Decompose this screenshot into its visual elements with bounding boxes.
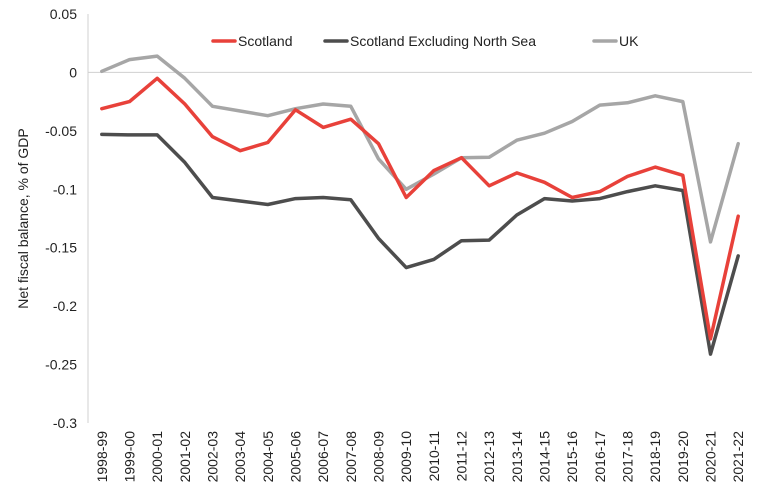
x-tick-label: 2008-09 <box>371 431 387 483</box>
x-tick-label: 2021-22 <box>730 431 746 483</box>
legend-label: UK <box>619 33 639 49</box>
x-tick-label: 1998-99 <box>94 431 110 483</box>
x-tick-label: 2013-14 <box>509 431 525 483</box>
x-tick-label: 2016-17 <box>592 431 608 483</box>
x-tick-label: 2002-03 <box>205 431 221 483</box>
x-tick-label: 2010-11 <box>426 431 442 482</box>
x-tick-label: 2005-06 <box>288 431 304 483</box>
x-tick-label: 2020-21 <box>703 431 719 483</box>
series-lines <box>100 54 740 356</box>
x-tick-label: 2019-20 <box>675 431 691 483</box>
x-tick-label: 2007-08 <box>343 431 359 483</box>
y-tick-label: -0.25 <box>45 357 77 373</box>
y-tick-label: 0 <box>69 64 77 80</box>
x-tick-label: 2012-13 <box>481 431 497 483</box>
series-line <box>100 54 740 244</box>
series-line <box>100 76 740 341</box>
series-line <box>100 132 740 356</box>
x-tick-label: 1999-00 <box>122 431 138 483</box>
x-tick-label: 2015-16 <box>564 431 580 483</box>
legend-label: Scotland <box>238 33 292 49</box>
x-tick-label: 2011-12 <box>454 431 470 482</box>
y-tick-label: 0.05 <box>50 6 77 22</box>
y-tick-label: -0.05 <box>45 123 77 139</box>
x-tick-label: 2009-10 <box>398 431 414 483</box>
y-tick-label: -0.15 <box>45 240 77 256</box>
x-tick-label: 2004-05 <box>260 431 276 483</box>
y-tick-label: -0.3 <box>53 415 77 431</box>
x-axis-labels: 1998-99 1999-00 2000-01 2001-02 2002-03 2003-… <box>94 431 746 483</box>
x-tick-label: 2018-19 <box>647 431 663 483</box>
x-tick-label: 2006-07 <box>315 431 331 483</box>
legend-label: Scotland Excluding North Sea <box>350 33 536 49</box>
y-tick-label: -0.1 <box>53 181 77 197</box>
x-tick-label: 2017-18 <box>620 431 636 483</box>
x-tick-label: 2003-04 <box>232 431 248 483</box>
y-axis-title: Net fiscal balance, % of GDP <box>15 128 31 309</box>
x-tick-label: 2000-01 <box>149 431 165 483</box>
x-tick-label: 2001-02 <box>177 431 193 483</box>
y-tick-label: -0.2 <box>53 298 77 314</box>
y-axis-labels: 0.05 0 -0.05 -0.1 -0.15 -0.2 -0.25 -0.3 <box>45 6 77 431</box>
x-tick-label: 2014-15 <box>537 431 553 483</box>
legend: Scotland Scotland Excluding North Sea UK <box>211 33 639 49</box>
